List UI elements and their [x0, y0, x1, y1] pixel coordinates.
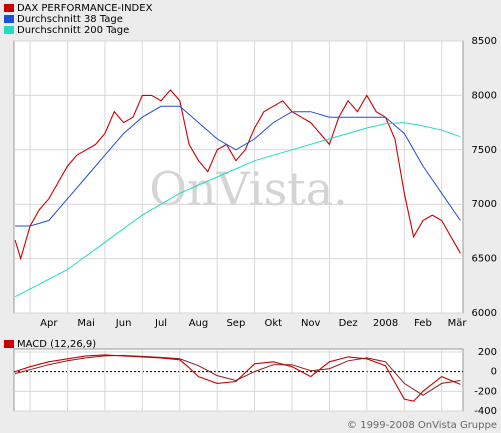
- y-tick-label: -400: [474, 406, 497, 417]
- x-tick-label: Mär: [448, 318, 468, 329]
- x-tick-label: Feb: [414, 318, 432, 329]
- x-tick-label: Jul: [154, 318, 167, 329]
- x-tick-label: Apr: [40, 318, 58, 329]
- legend-swatch: [4, 26, 14, 34]
- x-tick-label: Nov: [301, 318, 321, 329]
- legend-swatch: [4, 4, 14, 12]
- y-tick-label: -200: [474, 386, 497, 397]
- x-tick-label: Mai: [77, 318, 95, 329]
- x-tick-label: Jun: [115, 318, 132, 329]
- y-tick-label: 0: [491, 367, 497, 378]
- x-tick-label: Aug: [189, 318, 209, 329]
- y-tick-label: 200: [478, 347, 497, 358]
- y-tick-label: 8000: [472, 90, 497, 101]
- series-line: [14, 354, 461, 402]
- y-tick-label: 6000: [472, 308, 497, 319]
- x-tick-label: 2008: [373, 318, 398, 329]
- legend-label: Durchschnitt 38 Tage: [17, 14, 123, 25]
- y-tick-label: 7500: [472, 145, 497, 156]
- x-tick-label: Dez: [339, 318, 358, 329]
- legend-swatch: [4, 15, 14, 23]
- legend-label: DAX PERFORMANCE-INDEX: [17, 3, 153, 14]
- plot-area: [13, 40, 464, 314]
- y-tick-label: 8500: [472, 36, 497, 47]
- series-line: [14, 122, 461, 298]
- copyright: © 1999-2008 OnVista Gruppe: [347, 420, 497, 431]
- plot-area: [13, 348, 464, 412]
- legend-swatch: [4, 340, 14, 348]
- y-tick-label: 6500: [472, 254, 497, 265]
- legend-label: Durchschnitt 200 Tage: [17, 25, 129, 36]
- watermark: OnVista.: [149, 162, 348, 216]
- x-tick-label: Okt: [264, 318, 282, 329]
- series-line: [15, 105, 461, 227]
- legend-label: MACD (12,26,9): [17, 339, 96, 350]
- y-tick-label: 7000: [472, 199, 497, 210]
- x-tick-label: Sep: [226, 318, 245, 329]
- series-line: [14, 354, 461, 396]
